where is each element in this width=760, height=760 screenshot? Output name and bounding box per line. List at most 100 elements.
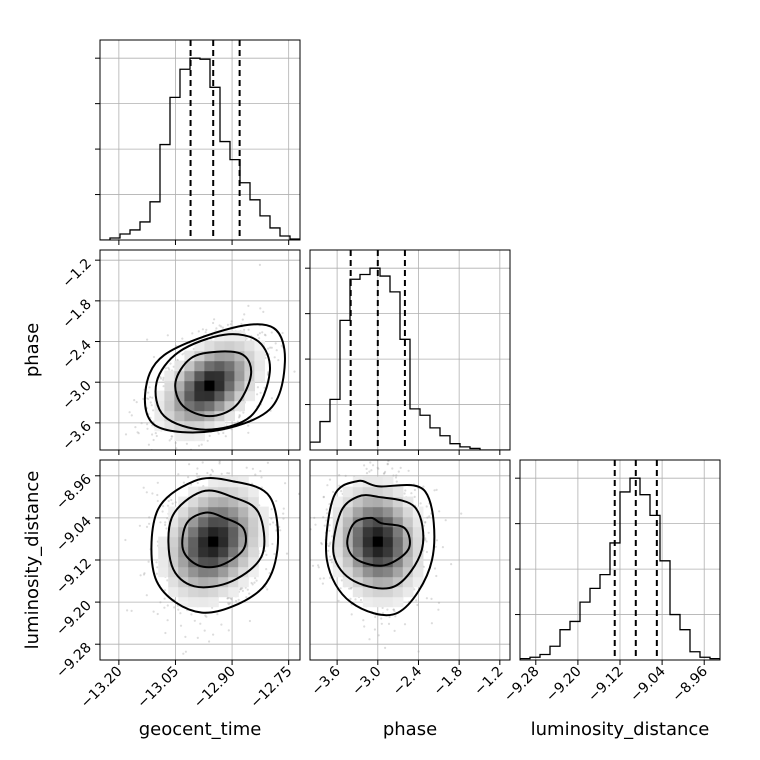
scatter-point <box>322 516 325 519</box>
density-cell <box>158 536 169 548</box>
density-cell <box>382 586 394 598</box>
scatter-point <box>160 468 162 470</box>
scatter-point <box>149 401 152 404</box>
density-cell <box>238 546 249 558</box>
density-cell <box>228 506 239 518</box>
density-cell <box>224 390 235 402</box>
scatter-point <box>243 438 245 440</box>
panel-frame <box>99 249 301 451</box>
scatter-point <box>146 423 149 426</box>
density-cell <box>184 430 195 442</box>
scatter-point <box>227 629 230 632</box>
hist-grid <box>100 40 300 240</box>
scatter-point <box>156 481 159 484</box>
density-cell <box>224 340 235 352</box>
density-cell <box>218 526 229 538</box>
density-cell <box>352 546 364 558</box>
scatter-point <box>329 541 332 544</box>
density-cell <box>184 350 195 362</box>
y-tick-label: −1.2 <box>59 256 94 291</box>
density-cell <box>382 486 394 498</box>
scatter-point <box>245 596 248 599</box>
scatter-point <box>174 441 177 444</box>
scatter-point <box>201 328 204 331</box>
y-tick-label: −3.6 <box>59 418 94 453</box>
density-cell <box>188 506 199 518</box>
scatter-point <box>326 484 329 487</box>
scatter-point <box>425 597 428 600</box>
scatter-point <box>284 482 287 485</box>
scatter-point <box>424 537 427 540</box>
scatter-point <box>166 504 170 507</box>
scatter-point <box>258 337 261 340</box>
scatter-point <box>258 332 261 335</box>
scatter-point <box>174 501 177 504</box>
scatter-point <box>162 385 165 388</box>
density-core <box>372 536 383 547</box>
density-cell <box>234 360 245 372</box>
density-cell <box>184 370 195 382</box>
scatter-point <box>320 543 323 546</box>
scatter-point <box>338 484 341 487</box>
density-cell <box>178 516 189 528</box>
scatter-point <box>270 397 273 400</box>
contour-level-0 <box>174 350 253 418</box>
scatter-point <box>221 326 224 329</box>
scatter-point <box>168 439 171 442</box>
density-cell <box>412 526 424 538</box>
scatter-point <box>184 650 187 653</box>
density-cell <box>254 360 265 372</box>
contour-level-2 <box>150 477 280 614</box>
x-tick-label: −13.20 <box>78 664 126 712</box>
panel-frame <box>309 459 511 661</box>
density-cell <box>224 370 235 382</box>
scatter-point <box>197 444 201 447</box>
core-cell <box>204 380 215 391</box>
scatter-point <box>218 451 220 453</box>
scatter-point <box>259 456 261 458</box>
scatter-point <box>331 535 334 538</box>
density-cell <box>178 596 189 608</box>
density-cell <box>392 566 404 578</box>
scatter-point <box>196 475 199 478</box>
scatter-point <box>156 499 159 503</box>
density-cell <box>332 496 344 508</box>
scatter-point <box>267 371 270 374</box>
histogram-luminosity_distance <box>520 477 720 660</box>
density-cell <box>392 536 404 548</box>
scatter-point <box>206 471 209 475</box>
density-cell <box>224 400 235 412</box>
scatter-point <box>363 625 366 628</box>
scatter-point <box>365 472 369 475</box>
y-tick-label: −2.4 <box>59 337 94 372</box>
scatter-point <box>135 401 138 404</box>
density-cell <box>214 380 225 392</box>
density-cell <box>204 370 215 382</box>
density-cell <box>168 526 179 538</box>
scatter-point <box>220 325 223 328</box>
density-cell <box>362 546 374 558</box>
scatter-point <box>147 391 150 394</box>
scatter-point <box>170 435 173 438</box>
scatter-point <box>256 393 259 396</box>
density-cell <box>362 496 374 508</box>
density-cell <box>372 586 384 598</box>
scatter-point <box>199 451 201 453</box>
density-cell <box>208 526 219 538</box>
scatter-point <box>213 318 216 321</box>
density-cell <box>224 330 235 342</box>
panels <box>95 39 721 665</box>
density-cell <box>188 576 199 588</box>
scatter-point <box>247 304 250 307</box>
density-cell <box>332 556 344 568</box>
density-cell <box>208 596 219 608</box>
density-cell <box>258 506 269 518</box>
core-cell <box>372 536 383 547</box>
scatter-point <box>397 470 400 473</box>
density-cell <box>248 496 259 508</box>
density-cell <box>254 350 265 362</box>
density-cell <box>402 516 414 528</box>
density-cell <box>174 430 185 442</box>
scatter-point <box>218 324 221 327</box>
scatter-point <box>271 542 274 546</box>
